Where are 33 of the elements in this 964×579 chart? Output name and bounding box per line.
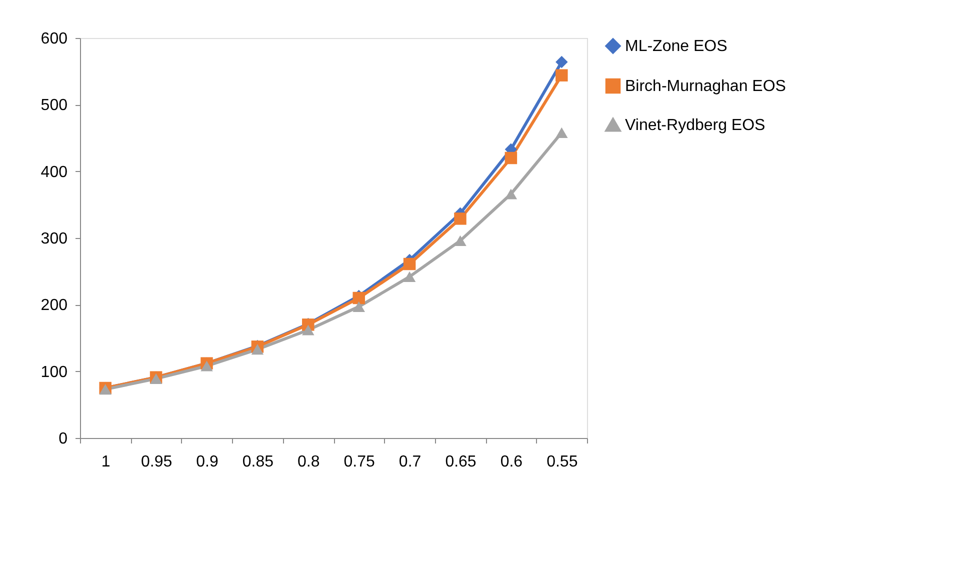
point <box>403 271 416 282</box>
x-tick-label: 0.95 <box>140 454 172 470</box>
point <box>556 127 568 138</box>
legend-label: ML-Zone EOS <box>625 38 728 55</box>
x-tick-label: 0.6 <box>500 454 523 470</box>
legend-label: Vinet-Rydberg EOS <box>625 117 766 134</box>
y-tick-label: 600 <box>40 30 68 48</box>
point <box>556 56 568 68</box>
point <box>403 258 416 270</box>
x-tick-label: 0.55 <box>546 454 578 470</box>
x-tick-label: 0.65 <box>445 454 476 470</box>
point <box>352 301 365 312</box>
x-tick-label: 0.8 <box>298 454 320 470</box>
point <box>302 324 314 336</box>
x-tick-label: 0.85 <box>242 454 274 470</box>
x-tick-label: 1 <box>101 454 110 470</box>
point <box>200 360 213 372</box>
point <box>556 69 568 82</box>
y-tick-label: 300 <box>40 230 68 248</box>
legend-label: Birch-Murnaghan EOS <box>625 78 786 95</box>
x-tick-label: 0.7 <box>398 454 422 470</box>
y-tick-label: 100 <box>40 364 68 381</box>
point <box>454 235 466 246</box>
point <box>454 212 466 225</box>
x-tick-label: 0.9 <box>196 454 218 470</box>
point <box>504 152 518 164</box>
x-tick-label: 0.75 <box>344 454 376 470</box>
y-tick-label: 400 <box>40 164 68 181</box>
y-tick-label: 0 <box>58 430 68 448</box>
point <box>251 344 264 355</box>
y-tick-label: 500 <box>40 97 68 114</box>
y-tick-label: 200 <box>40 297 68 314</box>
point <box>99 384 112 395</box>
